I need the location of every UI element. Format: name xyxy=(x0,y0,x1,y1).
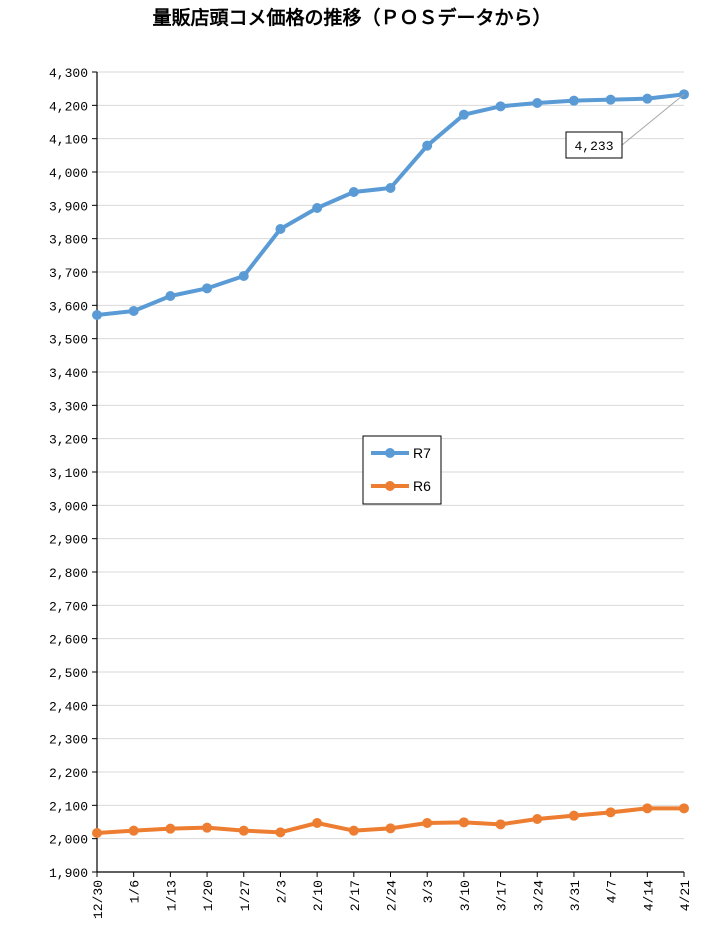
x-tick-label: 3/31 xyxy=(568,880,583,911)
y-tick-label: 3,800 xyxy=(49,233,88,248)
data-point-r7 xyxy=(605,94,616,105)
axes xyxy=(92,71,685,877)
x-tick-label: 1/27 xyxy=(238,880,253,911)
data-point-r6 xyxy=(422,818,433,828)
x-tick-label: 1/6 xyxy=(128,880,143,903)
y-tick-label: 2,800 xyxy=(49,566,88,581)
legend-swatch-marker xyxy=(385,481,395,491)
y-tick-label: 3,500 xyxy=(49,333,88,348)
y-tick-label: 4,000 xyxy=(49,166,88,181)
data-point-r7 xyxy=(128,306,139,316)
data-point-r7 xyxy=(458,109,469,120)
legend-label: R7 xyxy=(413,445,431,461)
x-tick-label: 4/21 xyxy=(678,880,693,911)
y-tick-label: 2,300 xyxy=(49,733,88,748)
data-point-r7 xyxy=(568,95,579,106)
y-tick-label: 2,600 xyxy=(49,633,88,648)
x-tick-label: 2/10 xyxy=(311,880,326,911)
data-point-r7 xyxy=(202,283,213,294)
y-tick-label: 2,100 xyxy=(49,799,88,814)
data-point-r6 xyxy=(495,819,506,830)
x-tick-label: 3/10 xyxy=(458,880,473,911)
data-point-r7 xyxy=(422,140,433,151)
x-tick-label: 4/14 xyxy=(641,880,656,911)
y-tick-label: 3,600 xyxy=(49,299,88,314)
series-group xyxy=(92,89,689,838)
legend-label: R6 xyxy=(413,478,431,494)
data-point-r6 xyxy=(532,814,543,824)
x-tick-label: 12/30 xyxy=(91,880,106,919)
y-tick-label: 3,900 xyxy=(49,199,88,214)
x-tick-label: 2/24 xyxy=(385,880,400,911)
data-point-r6 xyxy=(679,803,689,814)
y-tick-label: 3,200 xyxy=(49,433,88,448)
callout-label: 4,233 xyxy=(574,139,613,154)
data-point-r6 xyxy=(202,822,213,833)
data-point-r6 xyxy=(128,825,139,836)
data-point-r6 xyxy=(642,803,653,814)
data-point-r6 xyxy=(385,823,396,834)
x-tick-label: 4/7 xyxy=(605,880,620,903)
data-point-r6 xyxy=(165,823,176,834)
y-tick-label: 4,200 xyxy=(49,99,88,114)
y-tick-label: 3,300 xyxy=(49,399,88,414)
data-point-r7 xyxy=(238,271,249,281)
data-point-r7 xyxy=(532,98,543,108)
data-point-r6 xyxy=(568,810,579,821)
x-tick-label: 3/17 xyxy=(495,880,510,911)
data-point-r6 xyxy=(312,818,323,828)
data-point-r7 xyxy=(642,93,653,104)
x-tick-label: 2/3 xyxy=(274,880,289,903)
x-tick-label: 1/20 xyxy=(201,880,216,911)
data-point-r6 xyxy=(92,828,102,838)
y-tick-label: 3,400 xyxy=(49,366,88,381)
legend-swatch-marker xyxy=(385,448,395,458)
callout-box xyxy=(565,131,623,159)
data-point-r7 xyxy=(92,310,102,320)
data-callout: 4,233 xyxy=(565,93,685,159)
y-tick-label: 2,700 xyxy=(49,599,88,614)
x-tick-label: 3/3 xyxy=(421,880,436,903)
data-point-r7 xyxy=(312,203,323,213)
legend-box xyxy=(362,435,442,505)
x-tick-label: 2/17 xyxy=(348,880,363,911)
y-tick-label: 2,200 xyxy=(49,766,88,781)
callout-leader-line xyxy=(621,93,685,146)
y-tick-label: 2,400 xyxy=(49,699,88,714)
data-point-r7 xyxy=(348,187,359,197)
data-point-r6 xyxy=(458,817,469,828)
x-tick-label: 1/13 xyxy=(164,880,179,911)
y-tick-label: 3,100 xyxy=(49,466,88,481)
data-point-r6 xyxy=(605,807,616,818)
y-axis-ticks: 1,900 2,000 2,100 2,200 2,300 2,400 2,500 2,600… xyxy=(49,66,88,881)
y-tick-label: 4,100 xyxy=(49,133,88,148)
y-tick-label: 3,700 xyxy=(49,266,88,281)
data-point-r7 xyxy=(495,101,506,112)
y-tick-label: 2,000 xyxy=(49,833,88,848)
y-tick-label: 1,900 xyxy=(49,866,88,881)
y-tick-label: 2,500 xyxy=(49,666,88,681)
data-point-r6 xyxy=(348,825,359,836)
data-point-r7 xyxy=(165,291,176,301)
y-tick-label: 2,900 xyxy=(49,533,88,548)
x-axis-ticks: 12/30 1/6 1/13 1/20 1/27 2/3 2/10 2/17 2/24 3/3 3/… xyxy=(91,880,693,919)
x-tick-label: 3/24 xyxy=(531,880,546,911)
series-line-r7 xyxy=(95,92,686,317)
data-point-r7 xyxy=(275,224,286,234)
data-point-r7 xyxy=(385,183,396,193)
data-point-r6 xyxy=(238,825,249,836)
data-point-r6 xyxy=(275,827,286,838)
y-tick-label: 3,000 xyxy=(49,499,88,514)
chart-title: 量販店頭コメ価格の推移（ＰＯＳデータから） xyxy=(152,6,551,29)
y-tick-label: 4,300 xyxy=(49,66,88,81)
legend: R7 R6 xyxy=(362,435,442,505)
